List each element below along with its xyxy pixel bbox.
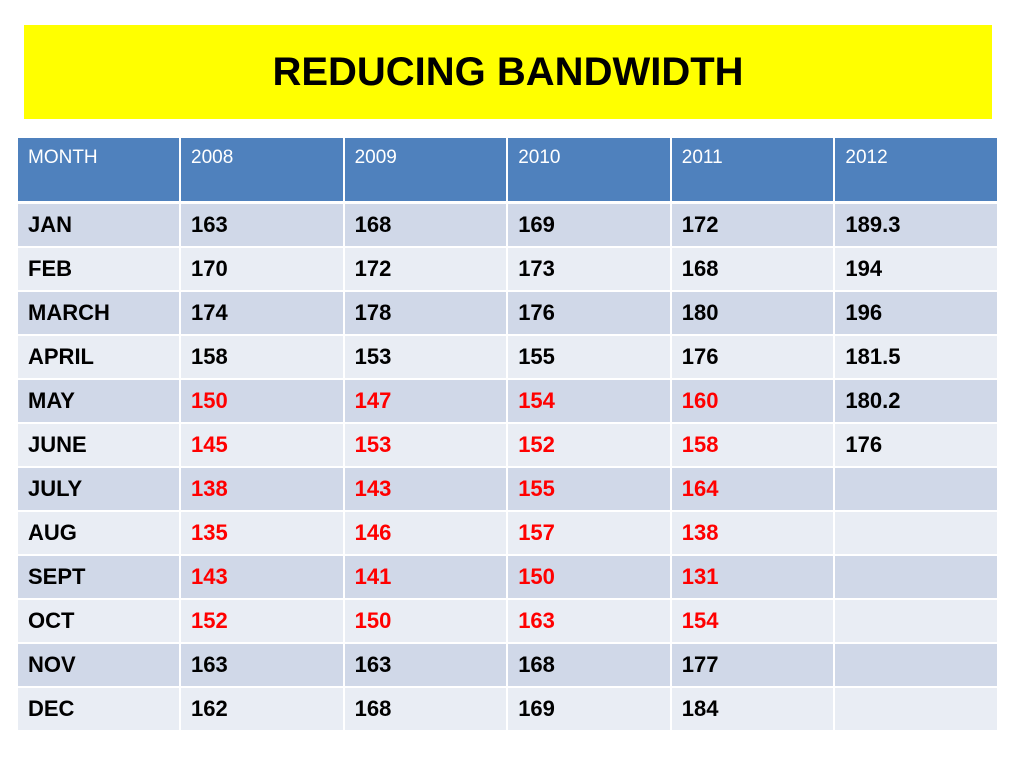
value-cell-2011: 172 (671, 204, 836, 248)
value-cell-2011: 164 (671, 468, 836, 512)
month-cell: MAY (18, 380, 181, 424)
value-cell-2010: 163 (508, 600, 672, 644)
month-cell: SEPT (18, 556, 181, 600)
value-cell-2008: 143 (181, 556, 345, 600)
month-cell: MARCH (18, 292, 181, 336)
value-cell-2011: 158 (671, 424, 836, 468)
value-cell-2012: 181.5 (835, 336, 999, 380)
value-cell-2008: 145 (181, 424, 345, 468)
value-cell-2011: 177 (671, 644, 836, 688)
value-cell-2008: 170 (181, 248, 345, 292)
value-cell-2012 (835, 600, 999, 644)
slide-title: REDUCING BANDWIDTH (272, 49, 744, 94)
value-cell-2009: 146 (344, 512, 509, 556)
value-cell-2011: 131 (671, 556, 836, 600)
table-header-row: MONTH 2008 2009 2010 2011 2012 (18, 138, 999, 204)
value-cell-2010: 176 (508, 292, 672, 336)
value-cell-2010: 152 (508, 424, 672, 468)
value-cell-2008: 162 (181, 688, 345, 732)
month-cell: JULY (18, 468, 181, 512)
value-cell-2008: 135 (181, 512, 345, 556)
month-cell: AUG (18, 512, 181, 556)
value-cell-2012 (835, 556, 999, 600)
value-cell-2009: 141 (344, 556, 509, 600)
value-cell-2009: 153 (344, 424, 509, 468)
value-cell-2012: 194 (835, 248, 999, 292)
value-cell-2010: 169 (508, 688, 672, 732)
value-cell-2008: 138 (181, 468, 345, 512)
column-header-2009: 2009 (344, 138, 509, 204)
value-cell-2010: 154 (508, 380, 672, 424)
table-row: DEC 162 168 169 184 (18, 688, 999, 732)
table-row: NOV 163 163 168 177 (18, 644, 999, 688)
value-cell-2009: 143 (344, 468, 509, 512)
value-cell-2011: 160 (671, 380, 836, 424)
table-row: AUG 135 146 157 138 (18, 512, 999, 556)
table-row: SEPT 143 141 150 131 (18, 556, 999, 600)
month-cell: OCT (18, 600, 181, 644)
bandwidth-table: MONTH 2008 2009 2010 2011 2012 JAN 163 168… (18, 138, 999, 732)
table-row: JUNE 145 153 152 158 176 (18, 424, 999, 468)
value-cell-2010: 169 (508, 204, 672, 248)
value-cell-2011: 180 (671, 292, 836, 336)
column-header-month: MONTH (18, 138, 181, 204)
value-cell-2009: 168 (344, 204, 509, 248)
value-cell-2012: 189.3 (835, 204, 999, 248)
value-cell-2010: 150 (508, 556, 672, 600)
value-cell-2010: 155 (508, 468, 672, 512)
value-cell-2011: 176 (671, 336, 836, 380)
table-row: MARCH 174 178 176 180 196 (18, 292, 999, 336)
table-row: OCT 152 150 163 154 (18, 600, 999, 644)
table-row: JAN 163 168 169 172 189.3 (18, 204, 999, 248)
value-cell-2009: 153 (344, 336, 509, 380)
table-row: MAY 150 147 154 160 180.2 (18, 380, 999, 424)
value-cell-2010: 173 (508, 248, 672, 292)
value-cell-2008: 174 (181, 292, 345, 336)
table-body: JAN 163 168 169 172 189.3 FEB 170 172 173 168 194 MA… (18, 204, 999, 732)
month-cell: APRIL (18, 336, 181, 380)
value-cell-2012: 176 (835, 424, 999, 468)
value-cell-2008: 158 (181, 336, 345, 380)
value-cell-2010: 155 (508, 336, 672, 380)
value-cell-2009: 172 (344, 248, 509, 292)
value-cell-2008: 150 (181, 380, 345, 424)
value-cell-2012 (835, 468, 999, 512)
month-cell: NOV (18, 644, 181, 688)
value-cell-2008: 163 (181, 204, 345, 248)
value-cell-2008: 152 (181, 600, 345, 644)
value-cell-2009: 147 (344, 380, 509, 424)
value-cell-2012: 180.2 (835, 380, 999, 424)
value-cell-2011: 154 (671, 600, 836, 644)
column-header-2008: 2008 (181, 138, 345, 204)
column-header-2010: 2010 (508, 138, 672, 204)
value-cell-2010: 157 (508, 512, 672, 556)
value-cell-2009: 178 (344, 292, 509, 336)
value-cell-2011: 138 (671, 512, 836, 556)
value-cell-2012 (835, 688, 999, 732)
value-cell-2009: 163 (344, 644, 509, 688)
value-cell-2010: 168 (508, 644, 672, 688)
value-cell-2012: 196 (835, 292, 999, 336)
value-cell-2012 (835, 512, 999, 556)
value-cell-2011: 184 (671, 688, 836, 732)
value-cell-2009: 168 (344, 688, 509, 732)
month-cell: JUNE (18, 424, 181, 468)
table-row: APRIL 158 153 155 176 181.5 (18, 336, 999, 380)
value-cell-2008: 163 (181, 644, 345, 688)
table-row: FEB 170 172 173 168 194 (18, 248, 999, 292)
value-cell-2009: 150 (344, 600, 509, 644)
month-cell: FEB (18, 248, 181, 292)
month-cell: DEC (18, 688, 181, 732)
column-header-2012: 2012 (835, 138, 999, 204)
value-cell-2011: 168 (671, 248, 836, 292)
column-header-2011: 2011 (671, 138, 836, 204)
title-banner: REDUCING BANDWIDTH (24, 25, 992, 119)
month-cell: JAN (18, 204, 181, 248)
value-cell-2012 (835, 644, 999, 688)
table-row: JULY 138 143 155 164 (18, 468, 999, 512)
